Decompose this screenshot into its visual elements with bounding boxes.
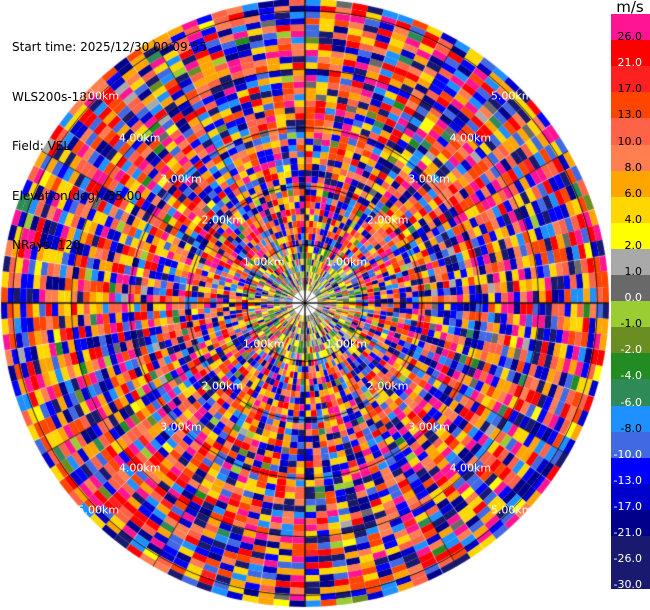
colorbar-tick-label: 1.0 <box>624 265 643 278</box>
colorbar-tick-label: -1.0 <box>620 317 642 331</box>
colorbar-segment <box>611 118 650 145</box>
colorbar-unit: m/s <box>616 0 644 16</box>
colorbar-tick-label: 2.0 <box>624 238 643 252</box>
colorbar-segment <box>611 66 650 93</box>
colorbar-tick-label: -4.0 <box>620 369 642 383</box>
colorbar-tick-label: 21.0 <box>617 56 643 70</box>
range-ring-label: 1.00km <box>242 255 285 269</box>
colorbar-segment <box>611 144 650 172</box>
colorbar-segment <box>611 248 650 276</box>
range-ring-label: 2.00km <box>366 213 409 227</box>
range-ring-label: 3.00km <box>408 172 450 186</box>
colorbar-tick-label: -30.0 <box>613 578 642 592</box>
colorbar: 26.0 21.0 17.0 13.0 10.0 8.0 6.0 4.0 2.0 1.0 0.0 -1… <box>611 14 650 610</box>
range-ring-label: 4.00km <box>118 461 161 475</box>
range-ring-label: 3.00km <box>160 172 202 186</box>
range-ring-label: 5.00km <box>490 89 533 103</box>
range-ring-label: 1.00km <box>325 337 368 351</box>
colorbar-tick-label: 17.0 <box>617 82 643 96</box>
colorbar-segment <box>611 170 650 198</box>
colorbar-segment <box>611 536 650 563</box>
colorbar-segment <box>611 353 650 380</box>
colorbar-tick-label: 6.0 <box>624 186 643 200</box>
range-ring-label: 4.00km <box>449 461 492 475</box>
field-text: Field: VEL <box>12 139 71 153</box>
colorbar-segment <box>611 483 650 511</box>
nrays-text: NRays: 120 <box>12 238 81 252</box>
colorbar-tick-label: -10.0 <box>613 447 642 461</box>
instrument-text: WLS200s-181 <box>12 89 95 104</box>
scan-info: Start time: 2025/12/30 00:09:55 WLS200s-… <box>12 6 207 270</box>
range-ring-label: 4.00km <box>449 131 492 145</box>
colorbar-tick-label: 8.0 <box>624 160 643 174</box>
range-ring-label: 4.00km <box>118 131 161 145</box>
colorbar-tick-label: 10.0 <box>617 134 643 148</box>
range-ring-label: 5.00km <box>490 503 533 517</box>
colorbar-segment <box>611 40 650 67</box>
elevation-text: Elevation(deg): 35.00 <box>12 188 142 203</box>
range-ring-label: 2.00km <box>201 379 244 393</box>
colorbar-tick-label: 4.0 <box>624 212 643 226</box>
range-ring-label: 2.00km <box>201 213 244 227</box>
colorbar-tick-label: -21.0 <box>613 526 642 539</box>
colorbar-segment <box>611 327 650 354</box>
colorbar-tick-label: -8.0 <box>620 421 642 435</box>
range-ring-label: 3.00km <box>160 420 202 434</box>
colorbar-segment <box>611 301 650 328</box>
start-time-text: Start time: 2025/12/30 00:09:55 <box>12 40 207 54</box>
range-ring-label: 1.00km <box>242 337 285 351</box>
colorbar-segment <box>611 222 650 250</box>
colorbar-tick-label: -6.0 <box>620 395 642 409</box>
colorbar-segment <box>611 275 650 302</box>
colorbar-segment <box>611 562 650 589</box>
colorbar-segment <box>611 196 650 224</box>
colorbar-segment <box>611 14 650 41</box>
colorbar-segment <box>611 431 650 459</box>
range-ring-label: 5.00km <box>77 503 120 517</box>
range-ring-label: 5.00km <box>77 89 120 103</box>
colorbar-tick-label: 0.0 <box>624 291 643 305</box>
colorbar-tick-label: -26.0 <box>613 552 642 566</box>
colorbar-tick-label: 26.0 <box>617 30 643 44</box>
colorbar-segment <box>611 405 650 433</box>
colorbar-segment <box>611 92 650 119</box>
colorbar-tick-label: 13.0 <box>617 108 643 122</box>
colorbar-tick-label: -2.0 <box>620 343 642 357</box>
colorbar-segment <box>611 379 650 406</box>
colorbar-segment <box>611 457 650 485</box>
colorbar-tick-label: -17.0 <box>613 499 642 513</box>
range-ring-label: 1.00km <box>325 255 368 269</box>
colorbar-segment <box>611 509 650 537</box>
range-ring-label: 3.00km <box>408 420 450 434</box>
colorbar-tick-label: -13.0 <box>613 473 642 487</box>
range-ring-label: 2.00km <box>366 379 409 393</box>
